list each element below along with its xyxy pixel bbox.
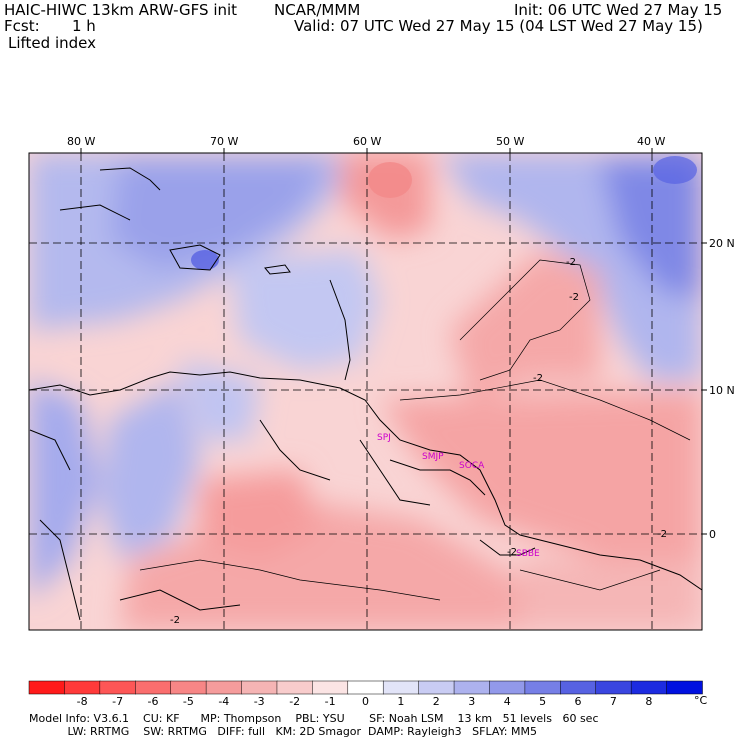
colorbar-swatch bbox=[135, 680, 172, 695]
contour-label: -2 bbox=[507, 547, 517, 558]
lat-label-equator: 0 bbox=[709, 528, 716, 541]
valid-time: Valid: 07 UTC Wed 27 May 15 (04 LST Wed … bbox=[294, 17, 703, 35]
contour-label: -2 bbox=[566, 257, 576, 268]
map-frame bbox=[28, 152, 703, 631]
colorbar-tick-label: -7 bbox=[112, 695, 123, 708]
init-time: Init: 06 UTC Wed 27 May 15 bbox=[514, 1, 723, 19]
colorbar-swatch bbox=[205, 680, 243, 695]
colorbar-tick-label: -3 bbox=[254, 695, 265, 708]
colorbar-swatch bbox=[241, 680, 278, 695]
station-label-soca: SOCA bbox=[459, 461, 485, 471]
colorbar-swatch bbox=[276, 680, 314, 695]
colorbar-swatch bbox=[312, 680, 349, 695]
contour-label: -2 bbox=[569, 292, 579, 303]
colorbar-tick-label: -6 bbox=[148, 695, 159, 708]
colorbar-swatch bbox=[489, 680, 526, 695]
field-name: Lifted index bbox=[8, 34, 96, 52]
colorbar-swatch bbox=[666, 680, 703, 695]
lat-label-20n: 20 N bbox=[709, 237, 735, 250]
colorbar-tick-label: 7 bbox=[610, 695, 617, 708]
colorbar-tick-label: -1 bbox=[325, 695, 336, 708]
colorbar-swatch bbox=[28, 680, 66, 695]
axis-ticks bbox=[80, 148, 707, 535]
colorbar-swatch bbox=[630, 680, 668, 695]
colorbar-swatch bbox=[418, 680, 455, 695]
colorbar-swatch bbox=[560, 680, 597, 695]
colorbar-tick-label: 5 bbox=[539, 695, 546, 708]
model-title: HAIC-HIWC 13km ARW-GFS init bbox=[4, 1, 238, 19]
org-label: NCAR/MMM bbox=[274, 1, 361, 19]
station-label-spj: SPJ bbox=[377, 433, 391, 443]
model-info-line1: Model Info: V3.6.1 CU: KF MP: Thompson P… bbox=[29, 712, 599, 725]
colorbar-tick-label: 2 bbox=[433, 695, 440, 708]
colorbar-labels: -8 -7 -6 -5 -4 -3 -2 -1 0 1 2 3 4 5 6 7 8 bbox=[77, 695, 653, 708]
lon-label-50w: 50 W bbox=[496, 135, 524, 148]
forecast-label: Fcst: bbox=[4, 17, 40, 35]
colorbar-tick-label: 3 bbox=[468, 695, 475, 708]
stable-core-east bbox=[653, 156, 697, 184]
stable-core bbox=[191, 250, 219, 270]
contour-label: -2 bbox=[170, 615, 180, 626]
contour-label: -2 bbox=[533, 373, 543, 384]
forecast-hour: 1 h bbox=[72, 17, 96, 35]
coastlines bbox=[29, 167, 702, 621]
model-info-line2: LW: RRTMG SW: RRTMG DIFF: full KM: 2D Sm… bbox=[29, 725, 537, 738]
lat-lon-grid bbox=[29, 153, 702, 630]
field-shading: SPJ SMJP SOCA SBBE -2 -2 -2 -2 -2 -2 bbox=[29, 153, 702, 630]
contour-label: -2 bbox=[657, 529, 667, 540]
colorbar-tick-label: 1 bbox=[397, 695, 404, 708]
colorbar-tick-label: -8 bbox=[77, 695, 88, 708]
lat-label-10n: 10 N bbox=[709, 384, 735, 397]
lon-label-80w: 80 W bbox=[67, 135, 95, 148]
colorbar-swatch bbox=[347, 680, 384, 695]
colorbar-unit: °C bbox=[694, 694, 708, 707]
colorbar-swatch bbox=[170, 680, 207, 695]
colorbar-swatch bbox=[99, 680, 137, 695]
colorbar-tick-label: 8 bbox=[645, 695, 652, 708]
colorbar-swatch bbox=[382, 680, 420, 695]
lon-label-60w: 60 W bbox=[353, 135, 381, 148]
colorbar-tick-label: 4 bbox=[504, 695, 511, 708]
colorbar-swatch bbox=[524, 680, 562, 695]
colorbar-swatch bbox=[595, 680, 632, 695]
colorbar-swatch bbox=[64, 680, 101, 695]
station-label-smjp: SMJP bbox=[422, 452, 444, 462]
colorbar-tick-label: -2 bbox=[289, 695, 300, 708]
colorbar-tick-label: 6 bbox=[575, 695, 582, 708]
station-label-sbbe: SBBE bbox=[516, 549, 540, 559]
colorbar bbox=[28, 680, 703, 695]
lon-label-70w: 70 W bbox=[210, 135, 238, 148]
colorbar-tick-label: 0 bbox=[362, 695, 369, 708]
unstable-core bbox=[368, 162, 412, 198]
lon-label-40w: 40 W bbox=[637, 135, 665, 148]
colorbar-tick-label: -4 bbox=[218, 695, 229, 708]
colorbar-swatch bbox=[453, 680, 491, 695]
colorbar-tick-label: -5 bbox=[183, 695, 194, 708]
